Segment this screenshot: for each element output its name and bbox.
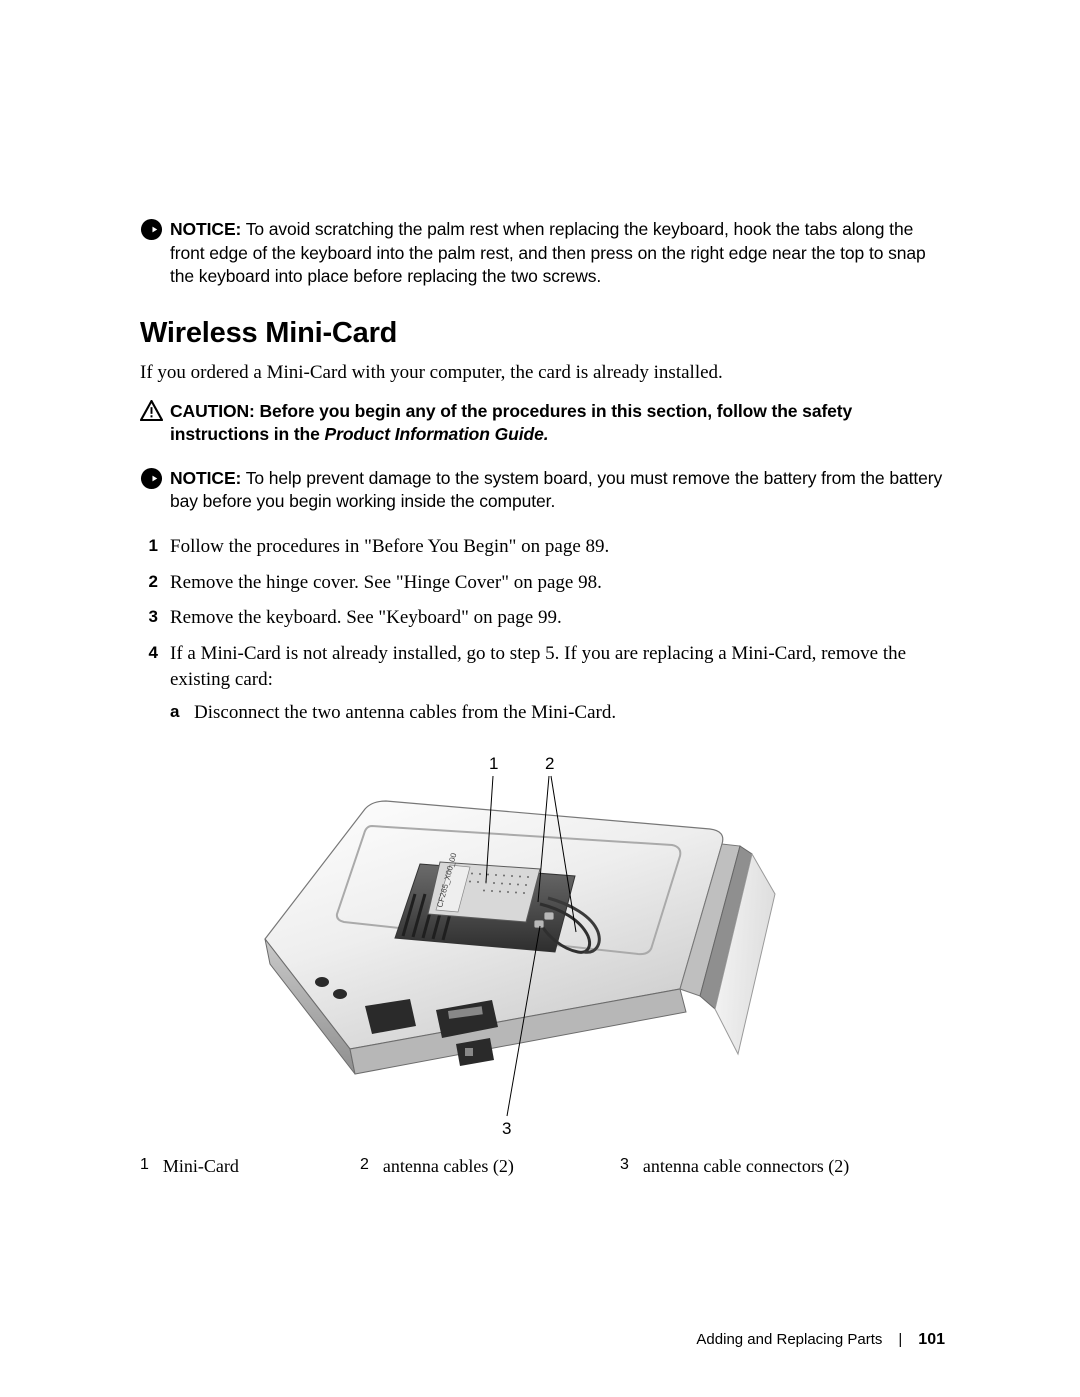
- legend-item: 3 antenna cable connectors (2): [620, 1156, 945, 1177]
- legend-item: 2 antenna cables (2): [360, 1156, 620, 1177]
- notice-label-2: NOTICE:: [170, 468, 241, 488]
- substep-label: a: [170, 700, 194, 725]
- caution-text: CAUTION: Before you begin any of the pro…: [170, 400, 945, 447]
- step-item: 1 Follow the procedures in "Before You B…: [140, 534, 945, 560]
- intro-paragraph: If you ordered a Mini-Card with your com…: [140, 360, 945, 386]
- legend-item: 1 Mini-Card: [140, 1156, 360, 1177]
- diagram-legend: 1 Mini-Card 2 antenna cables (2) 3 anten…: [140, 1156, 945, 1177]
- legend-text: antenna cables (2): [383, 1156, 514, 1177]
- page-footer: Adding and Replacing Parts | 101: [696, 1331, 945, 1349]
- minicard-diagram: 1 2 3: [140, 754, 945, 1144]
- notice-text: NOTICE: To avoid scratching the palm res…: [170, 218, 945, 289]
- step-text: Remove the keyboard. See "Keyboard" on p…: [170, 605, 945, 631]
- step-text: Remove the hinge cover. See "Hinge Cover…: [170, 570, 945, 596]
- substep-text: Disconnect the two antenna cables from t…: [194, 700, 945, 726]
- step-number: 3: [140, 605, 170, 630]
- footer-section: Adding and Replacing Parts: [696, 1331, 882, 1348]
- step-number: 1: [140, 534, 170, 559]
- section-heading: Wireless Mini-Card: [140, 317, 945, 350]
- notice-icon: [140, 467, 163, 490]
- notice-text-2: NOTICE: To help prevent damage to the sy…: [170, 467, 945, 514]
- diagram-svg: CF265_X00_00: [140, 754, 945, 1144]
- legend-text: antenna cable connectors (2): [643, 1156, 849, 1177]
- caution-guide-link: Product Information Guide.: [325, 424, 549, 444]
- caution-icon: [140, 400, 163, 421]
- step-item: 2 Remove the hinge cover. See "Hinge Cov…: [140, 570, 945, 596]
- step-number: 4: [140, 641, 170, 666]
- legend-text: Mini-Card: [163, 1156, 239, 1177]
- step-text: Follow the procedures in "Before You Beg…: [170, 534, 945, 560]
- step-text: If a Mini-Card is not already installed,…: [170, 641, 945, 734]
- caution-block: CAUTION: Before you begin any of the pro…: [140, 400, 945, 447]
- legend-number: 1: [140, 1156, 149, 1177]
- substep-item: a Disconnect the two antenna cables from…: [170, 700, 945, 726]
- caution-label: CAUTION:: [170, 401, 255, 421]
- steps-list: 1 Follow the procedures in "Before You B…: [140, 534, 945, 734]
- step-number: 2: [140, 570, 170, 595]
- step-item: 3 Remove the keyboard. See "Keyboard" on…: [140, 605, 945, 631]
- legend-number: 3: [620, 1156, 629, 1177]
- notice-icon: [140, 218, 163, 241]
- page-number: 101: [918, 1331, 945, 1349]
- legend-number: 2: [360, 1156, 369, 1177]
- notice-label: NOTICE:: [170, 219, 241, 239]
- substeps-list: a Disconnect the two antenna cables from…: [170, 700, 945, 726]
- footer-divider: |: [898, 1331, 902, 1348]
- step-item: 4 If a Mini-Card is not already installe…: [140, 641, 945, 734]
- notice-block: NOTICE: To avoid scratching the palm res…: [140, 218, 945, 289]
- notice-block-2: NOTICE: To help prevent damage to the sy…: [140, 467, 945, 514]
